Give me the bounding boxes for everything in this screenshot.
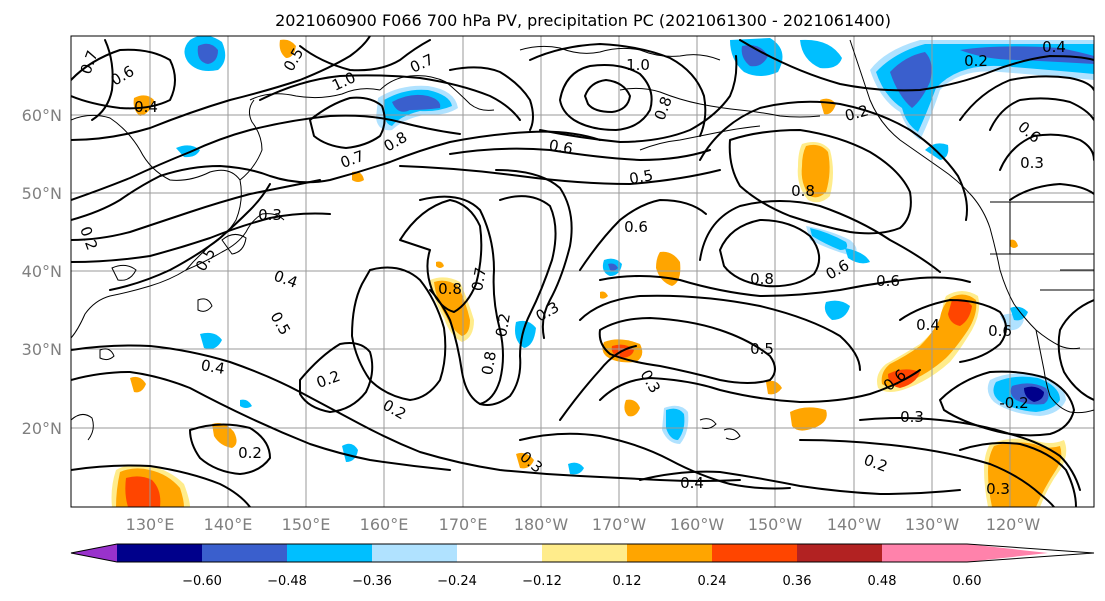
contour-label: 0.5 — [750, 340, 774, 358]
lat-label: 30°N — [22, 340, 62, 359]
contour-label: 0.3 — [1020, 154, 1044, 172]
contour-label: 0.4 — [200, 356, 227, 378]
colorbar-extend-max — [967, 544, 1048, 562]
lon-label: 170°E — [439, 515, 488, 534]
plot-frame — [70, 35, 1095, 508]
lon-label: 130°E — [126, 515, 175, 534]
lat-label: 40°N — [22, 262, 62, 281]
colorbar-tick: −0.36 — [352, 574, 392, 589]
contour-label: 0.4 — [916, 316, 940, 334]
contour-label: 0.8 — [478, 350, 500, 377]
contour-label: -0.2 — [999, 394, 1028, 412]
colorbar-outline — [70, 543, 1095, 563]
contour-label: 0.2 — [964, 52, 988, 70]
colorbar-segment — [287, 544, 372, 562]
colorbar-tick: 0.12 — [613, 574, 642, 589]
colorbar-tick: −0.24 — [437, 574, 477, 589]
colorbar-segment — [627, 544, 712, 562]
contour-label: 0.3 — [258, 206, 282, 224]
colorbar-tick: 0.60 — [953, 574, 982, 589]
lon-label: 180°W — [514, 515, 569, 534]
lon-label: 160°W — [670, 515, 725, 534]
colorbar-segment — [542, 544, 627, 562]
lon-label: 140°W — [827, 515, 882, 534]
contour-label: 0.3 — [986, 480, 1010, 498]
lon-label: 130°W — [905, 515, 960, 534]
contour-label: 0.3 — [900, 408, 924, 426]
lat-label: 50°N — [22, 184, 62, 203]
contour-label: 0.2 — [492, 312, 514, 339]
lon-label: 140°E — [204, 515, 253, 534]
colorbar-segment — [712, 544, 797, 562]
colorbar-segment — [202, 544, 287, 562]
pv-contours — [71, 36, 1094, 507]
contour-label: 0.8 — [438, 280, 462, 298]
colorbar-segment — [797, 544, 882, 562]
contour-label: 0.5 — [628, 166, 655, 188]
lon-label: 150°W — [748, 515, 803, 534]
precip-positive-shading — [111, 39, 1067, 507]
colorbar-segment — [882, 544, 967, 562]
contour-label: 0.6 — [548, 136, 575, 158]
colorbar-segment — [457, 544, 542, 562]
colorbar-segment — [117, 544, 202, 562]
colorbar-tick: −0.60 — [182, 574, 222, 589]
contour-label: 0.2 — [238, 444, 262, 462]
colorbar-segment — [372, 544, 457, 562]
contour-label: 0.8 — [750, 270, 774, 288]
colorbar-tick: 0.24 — [698, 574, 727, 589]
colorbar-tick-labels: −0.60 −0.48 −0.36 −0.24 −0.12 0.12 0.24 … — [182, 574, 981, 589]
colorbar-tick: 0.48 — [868, 574, 897, 589]
lon-label: 150°E — [282, 515, 331, 534]
contour-label: 0.6 — [624, 218, 648, 236]
contour-label: 0.4 — [1042, 38, 1066, 56]
contour-label: 0.6 — [988, 322, 1012, 340]
contour-labels: 0.7 0.6 0.4 0.5 0.7 1.0 1.0 0.8 0.2 0.4 … — [76, 38, 1066, 498]
contour-label: 0.4 — [680, 474, 704, 492]
lat-label: 60°N — [22, 106, 62, 125]
lat-label: 20°N — [22, 419, 62, 438]
contour-label: 0.2 — [843, 101, 871, 125]
lon-label: 120°W — [986, 515, 1041, 534]
lon-label: 170°W — [592, 515, 647, 534]
contour-label: 0.8 — [791, 182, 815, 200]
contour-label: 0.7 — [468, 266, 490, 293]
colorbar-extend-min — [71, 544, 117, 562]
colorbar-tick: −0.48 — [267, 574, 307, 589]
contour-label: 1.0 — [626, 56, 650, 74]
map-title: 2021060900 F066 700 hPa PV, precipitatio… — [275, 11, 891, 30]
contour-label: 0.6 — [876, 272, 900, 290]
lon-label: 160°E — [360, 515, 409, 534]
latitude-labels: 60°N 50°N 40°N 30°N 20°N — [22, 106, 62, 438]
graticule — [71, 36, 1094, 507]
colorbar-tick: 0.36 — [783, 574, 812, 589]
longitude-labels: 130°E 140°E 150°E 160°E 170°E 180°W 170°… — [126, 515, 1041, 534]
colorbar — [70, 543, 1095, 563]
contour-label: 0.4 — [134, 98, 158, 116]
colorbar-tick: −0.12 — [522, 574, 562, 589]
